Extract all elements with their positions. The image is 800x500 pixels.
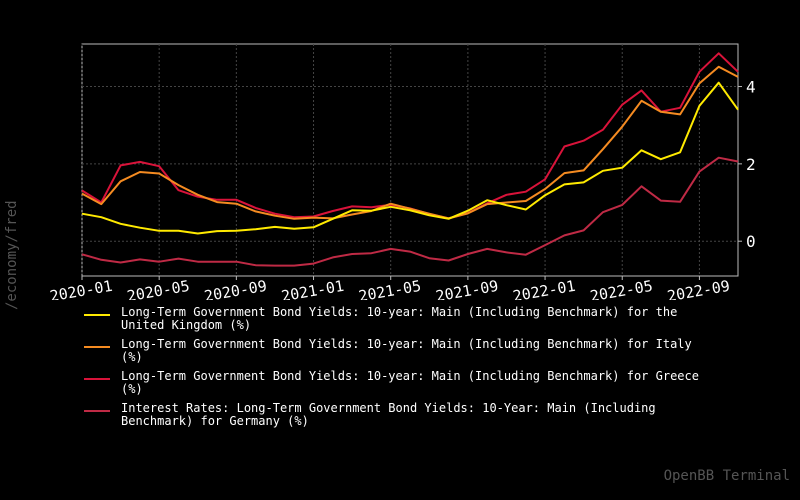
series-line [81,81,739,235]
x-tick-label: 2022-01 [511,277,576,300]
legend-label: Interest Rates: Long-Term Government Bon… [121,401,656,428]
watermark: OpenBB Terminal [663,468,790,484]
legend-swatch [84,378,110,380]
series-lines [81,52,739,267]
y-axis-ticks: 0 2 4 [738,78,756,251]
legend-item[interactable]: Long-Term Government Bond Yields: 10-yea… [84,370,724,396]
series-line [81,65,739,220]
legend-label: Long-Term Government Bond Yields: 10-yea… [121,369,699,396]
x-tick-label: 2020-05 [126,277,191,300]
legend-swatch [84,314,110,316]
x-tick-label: 2020-09 [203,277,268,300]
legend-swatch [84,410,110,412]
y-tick-label: 2 [746,155,756,174]
x-tick-label: 2022-05 [589,277,654,300]
y-tick-label: 0 [746,232,756,251]
legend-label: Long-Term Government Bond Yields: 10-yea… [121,305,678,332]
y-tick-label: 4 [746,78,756,97]
legend-item[interactable]: Long-Term Government Bond Yields: 10-yea… [84,338,724,364]
legend-item[interactable]: Long-Term Government Bond Yields: 10-yea… [84,306,724,332]
legend-item[interactable]: Interest Rates: Long-Term Government Bon… [84,402,724,428]
legend: Long-Term Government Bond Yields: 10-yea… [84,306,724,434]
x-tick-label: 2020-01 [48,277,113,300]
legend-swatch [84,346,110,348]
series-line [81,52,739,220]
x-tick-label: 2021-09 [434,277,499,300]
grid-lines [81,44,738,276]
x-tick-label: 2021-01 [280,277,345,300]
legend-label: Long-Term Government Bond Yields: 10-yea… [121,337,692,364]
x-tick-label: 2022-09 [666,277,731,300]
x-axis-ticks: 2020-01 2020-05 2020-09 2021-01 2021-05 2021-… [48,276,731,300]
series-line [81,156,739,267]
line-chart: 2020-01 2020-05 2020-09 2021-01 2021-05 2021-… [48,43,756,300]
side-label: /economy/fred [4,200,20,310]
x-tick-label: 2021-05 [357,277,422,300]
